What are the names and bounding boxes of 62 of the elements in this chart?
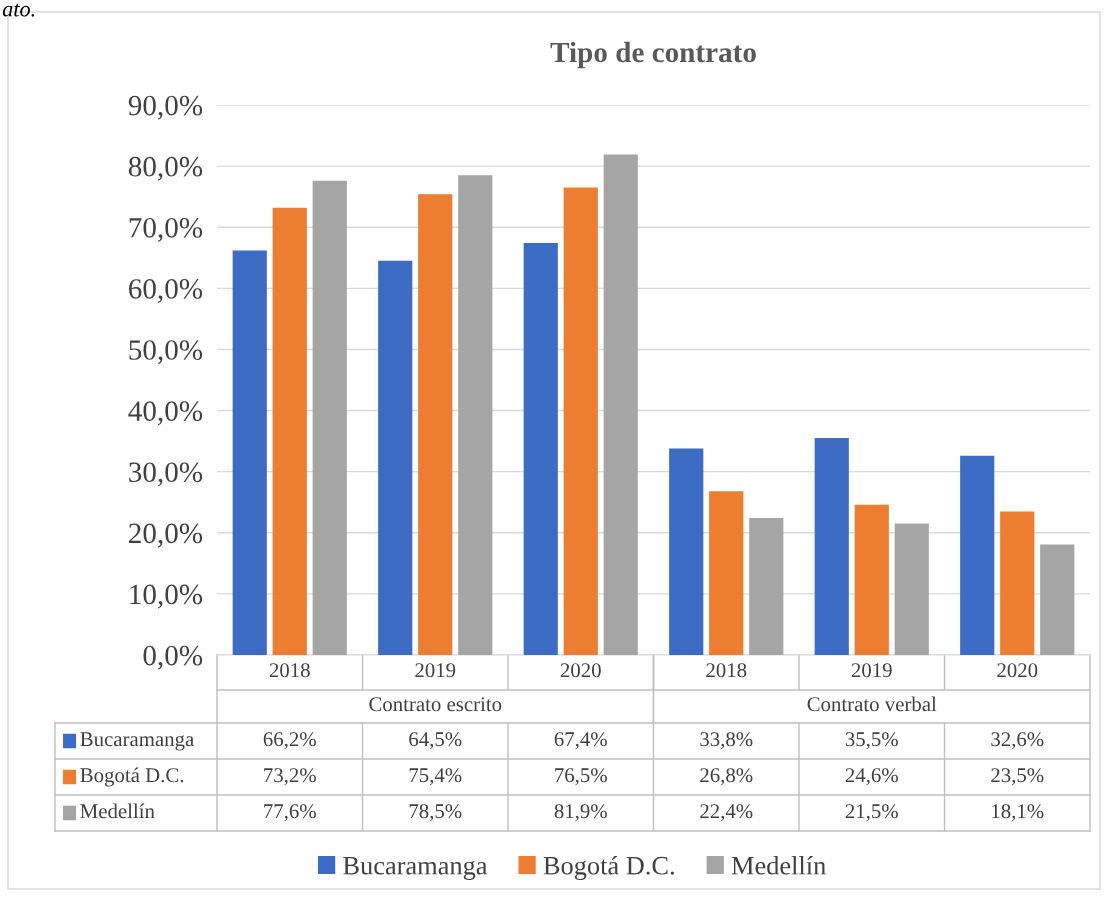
data-label: 81,9% xyxy=(554,804,607,822)
y-tick-label: 40,0% xyxy=(128,401,203,426)
y-tick-label: 70,0% xyxy=(129,217,203,242)
data-label: 76,5% xyxy=(555,768,607,786)
data-label: 75,4% xyxy=(409,768,462,786)
x-tick-label: 2020 xyxy=(997,663,1038,678)
text: Medellín xyxy=(80,803,155,819)
bar xyxy=(749,518,784,655)
data-label: 23,5% xyxy=(991,768,1044,786)
x-tick-label: 2019 xyxy=(415,663,456,678)
bar xyxy=(854,504,889,655)
text: Contrato verbal xyxy=(807,696,937,712)
y-tick-label: 30,0% xyxy=(129,462,203,487)
y-tick-label: 80,0% xyxy=(128,156,203,181)
bar xyxy=(669,448,704,655)
text: Bucaramanga xyxy=(343,857,488,881)
data-label: 22,4% xyxy=(700,804,753,822)
data-label: 66,2% xyxy=(263,732,316,750)
data-label: 64,5% xyxy=(409,732,462,750)
bar xyxy=(814,438,849,655)
bar xyxy=(960,455,995,655)
x-tick-label: 2018 xyxy=(269,663,310,678)
bar xyxy=(1040,544,1075,655)
bar xyxy=(312,180,347,655)
data-label: 18,1% xyxy=(992,804,1044,822)
bar xyxy=(563,187,598,655)
data-label: 35,5% xyxy=(845,732,898,750)
y-tick-label: 60,0% xyxy=(129,279,203,303)
data-label: 24,6% xyxy=(845,768,898,786)
bar xyxy=(232,250,267,655)
bar xyxy=(709,491,744,655)
y-tick-label: 20,0% xyxy=(129,523,203,548)
data-label: 77,6% xyxy=(264,804,316,822)
data-label: 78,5% xyxy=(409,804,462,822)
bar xyxy=(603,154,638,655)
legend-label: Bucaramanga xyxy=(80,732,194,751)
y-tick-label: 10,0% xyxy=(130,584,203,609)
data-label: 26,8% xyxy=(700,768,753,786)
y-tick-label: 50,0% xyxy=(129,340,203,365)
bar xyxy=(894,523,929,655)
bar xyxy=(1000,511,1035,655)
bar xyxy=(378,260,413,655)
y-tick-label: 90,0% xyxy=(128,95,203,120)
data-label: 32,6% xyxy=(991,732,1044,750)
bar xyxy=(523,243,558,655)
bar xyxy=(418,194,453,655)
bar xyxy=(458,175,493,655)
x-tick-label: 2019 xyxy=(851,663,892,678)
text: Contrato escrito xyxy=(369,697,502,712)
chart-title: Tipo de contrato xyxy=(550,41,756,69)
x-tick-label: 2018 xyxy=(706,663,747,678)
data-label: 21,5% xyxy=(845,804,898,822)
text: ato. xyxy=(2,3,35,17)
text: Bogotá D.C. xyxy=(543,855,674,881)
bar xyxy=(272,207,307,655)
y-tick-label: 0,0% xyxy=(143,645,203,670)
data-label: 33,8% xyxy=(700,732,753,750)
legend-label: Medellín xyxy=(731,855,826,875)
data-label: 67,4% xyxy=(554,732,607,750)
x-tick-label: 2020 xyxy=(560,663,601,678)
data-label: 73,2% xyxy=(264,768,316,786)
legend-label: Bogotá D.C. xyxy=(80,767,184,787)
